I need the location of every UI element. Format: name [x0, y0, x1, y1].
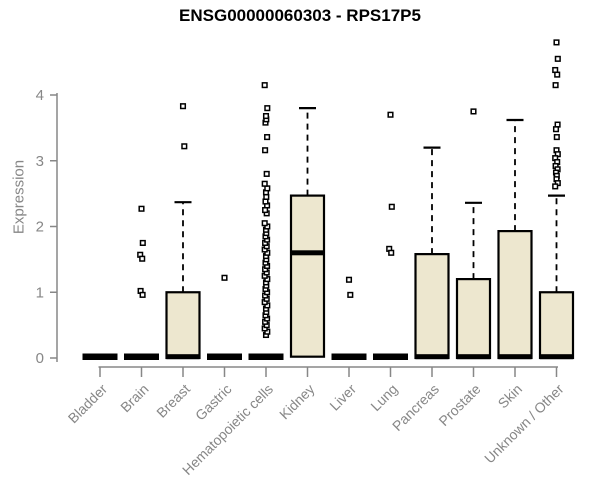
outlier-point	[138, 205, 145, 212]
outlier-point	[179, 103, 187, 110]
outlier-point	[262, 112, 270, 120]
outlier-point	[388, 203, 395, 210]
outlier-point	[554, 71, 561, 78]
outlier-point	[139, 239, 146, 246]
outlier-point	[264, 105, 271, 112]
y-tick-label: 3	[36, 153, 44, 170]
x-tick-label: Lung	[367, 381, 400, 414]
x-tick-label: Bladder	[65, 381, 111, 427]
y-tick-label: 4	[36, 87, 44, 104]
x-tick-label: Unknown / Other	[481, 381, 567, 467]
outlier-point	[552, 183, 559, 190]
outlier-point	[139, 255, 146, 262]
y-tick-label: 2	[36, 219, 44, 236]
outlier-point	[553, 39, 560, 46]
y-axis: 0 1 2 3 4	[36, 87, 58, 367]
outlier-point	[554, 55, 561, 62]
outlier-point	[345, 276, 353, 283]
box-gastric	[207, 274, 242, 360]
x-tick-label: Prostate	[435, 381, 483, 429]
box-prostate	[455, 108, 492, 360]
outlier-point	[261, 180, 268, 187]
x-tick-label: Skin	[495, 381, 526, 412]
outlier-point	[388, 249, 395, 256]
x-tick-label: Breast	[153, 381, 193, 421]
outlier-point	[553, 134, 560, 141]
outlier-point	[263, 170, 270, 177]
chart-title: ENSG00000060303 - RPS17P5	[179, 6, 421, 25]
outlier-point	[470, 108, 477, 115]
box-unknown-other	[538, 39, 575, 360]
box-liver	[331, 276, 367, 360]
outlier-point	[221, 274, 228, 281]
x-tick-label: Liver	[326, 381, 359, 414]
x-tick-label: Kidney	[276, 381, 318, 423]
box-brain	[124, 205, 159, 360]
outlier-point	[262, 147, 269, 154]
box-lung	[373, 111, 408, 360]
outlier-point	[181, 143, 188, 150]
outlier-point	[139, 291, 146, 298]
box-kidney	[289, 107, 326, 358]
outlier-point	[347, 291, 354, 298]
outlier-point	[261, 220, 268, 227]
box-hematopoietic-cells	[248, 82, 284, 360]
box-breast	[165, 103, 201, 360]
box-pancreas	[414, 146, 450, 360]
x-tick-label: Brain	[117, 381, 151, 415]
outlier-point	[552, 126, 560, 133]
outlier-point	[387, 111, 394, 118]
outlier-point	[261, 82, 268, 89]
outlier-point	[264, 134, 271, 141]
y-tick-label: 0	[36, 350, 44, 367]
y-tick-label: 1	[36, 284, 44, 301]
box-bladder	[82, 353, 118, 360]
box-skin	[497, 118, 533, 360]
outlier-point	[552, 82, 559, 89]
